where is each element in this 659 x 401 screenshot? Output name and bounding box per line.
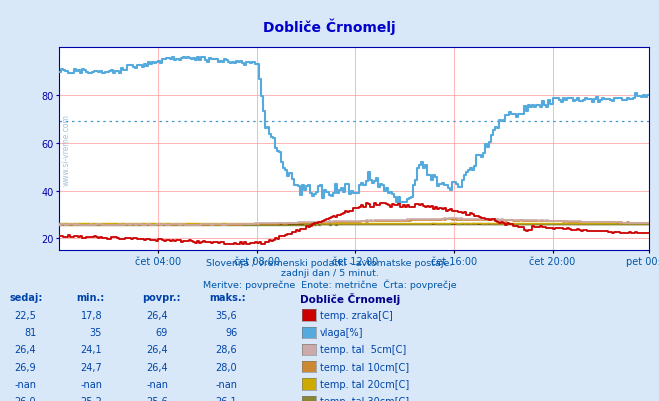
Text: 28,6: 28,6 [215, 344, 237, 354]
Text: 96: 96 [225, 327, 237, 337]
Text: Dobliče Črnomelj: Dobliče Črnomelj [263, 18, 396, 34]
Text: 26,1: 26,1 [215, 396, 237, 401]
Text: temp. zraka[C]: temp. zraka[C] [320, 310, 392, 320]
Text: www.si-vreme.com: www.si-vreme.com [62, 113, 71, 185]
Text: 26,4: 26,4 [146, 362, 168, 372]
Text: 69: 69 [156, 327, 168, 337]
Text: temp. tal 10cm[C]: temp. tal 10cm[C] [320, 362, 409, 372]
Text: -nan: -nan [215, 379, 237, 389]
Text: 26,4: 26,4 [146, 344, 168, 354]
Text: 28,0: 28,0 [215, 362, 237, 372]
Text: vlaga[%]: vlaga[%] [320, 327, 363, 337]
Text: temp. tal 30cm[C]: temp. tal 30cm[C] [320, 396, 409, 401]
Text: -nan: -nan [146, 379, 168, 389]
Text: maks.:: maks.: [210, 293, 246, 303]
Text: -nan: -nan [14, 379, 36, 389]
Text: Meritve: povprečne  Enote: metrične  Črta: povprečje: Meritve: povprečne Enote: metrične Črta:… [203, 279, 456, 289]
Text: 26,4: 26,4 [146, 310, 168, 320]
Text: temp. tal 20cm[C]: temp. tal 20cm[C] [320, 379, 409, 389]
Text: 81: 81 [24, 327, 36, 337]
Text: 26,0: 26,0 [14, 396, 36, 401]
Text: 26,4: 26,4 [14, 344, 36, 354]
Text: min.:: min.: [76, 293, 104, 303]
Text: zadnji dan / 5 minut.: zadnji dan / 5 minut. [281, 269, 378, 277]
Text: 35,6: 35,6 [215, 310, 237, 320]
Text: -nan: -nan [80, 379, 102, 389]
Text: 24,7: 24,7 [80, 362, 102, 372]
Text: 17,8: 17,8 [80, 310, 102, 320]
Text: 25,6: 25,6 [146, 396, 168, 401]
Text: 22,5: 22,5 [14, 310, 36, 320]
Text: 25,2: 25,2 [80, 396, 102, 401]
Text: temp. tal  5cm[C]: temp. tal 5cm[C] [320, 344, 406, 354]
Text: 35: 35 [90, 327, 102, 337]
Text: Slovenija / vremenski podatki - avtomatske postaje.: Slovenija / vremenski podatki - avtomats… [206, 259, 453, 267]
Text: povpr.:: povpr.: [142, 293, 180, 303]
Text: Dobliče Črnomelj: Dobliče Črnomelj [300, 293, 400, 305]
Text: 24,1: 24,1 [80, 344, 102, 354]
Text: 26,9: 26,9 [14, 362, 36, 372]
Text: sedaj:: sedaj: [10, 293, 43, 303]
